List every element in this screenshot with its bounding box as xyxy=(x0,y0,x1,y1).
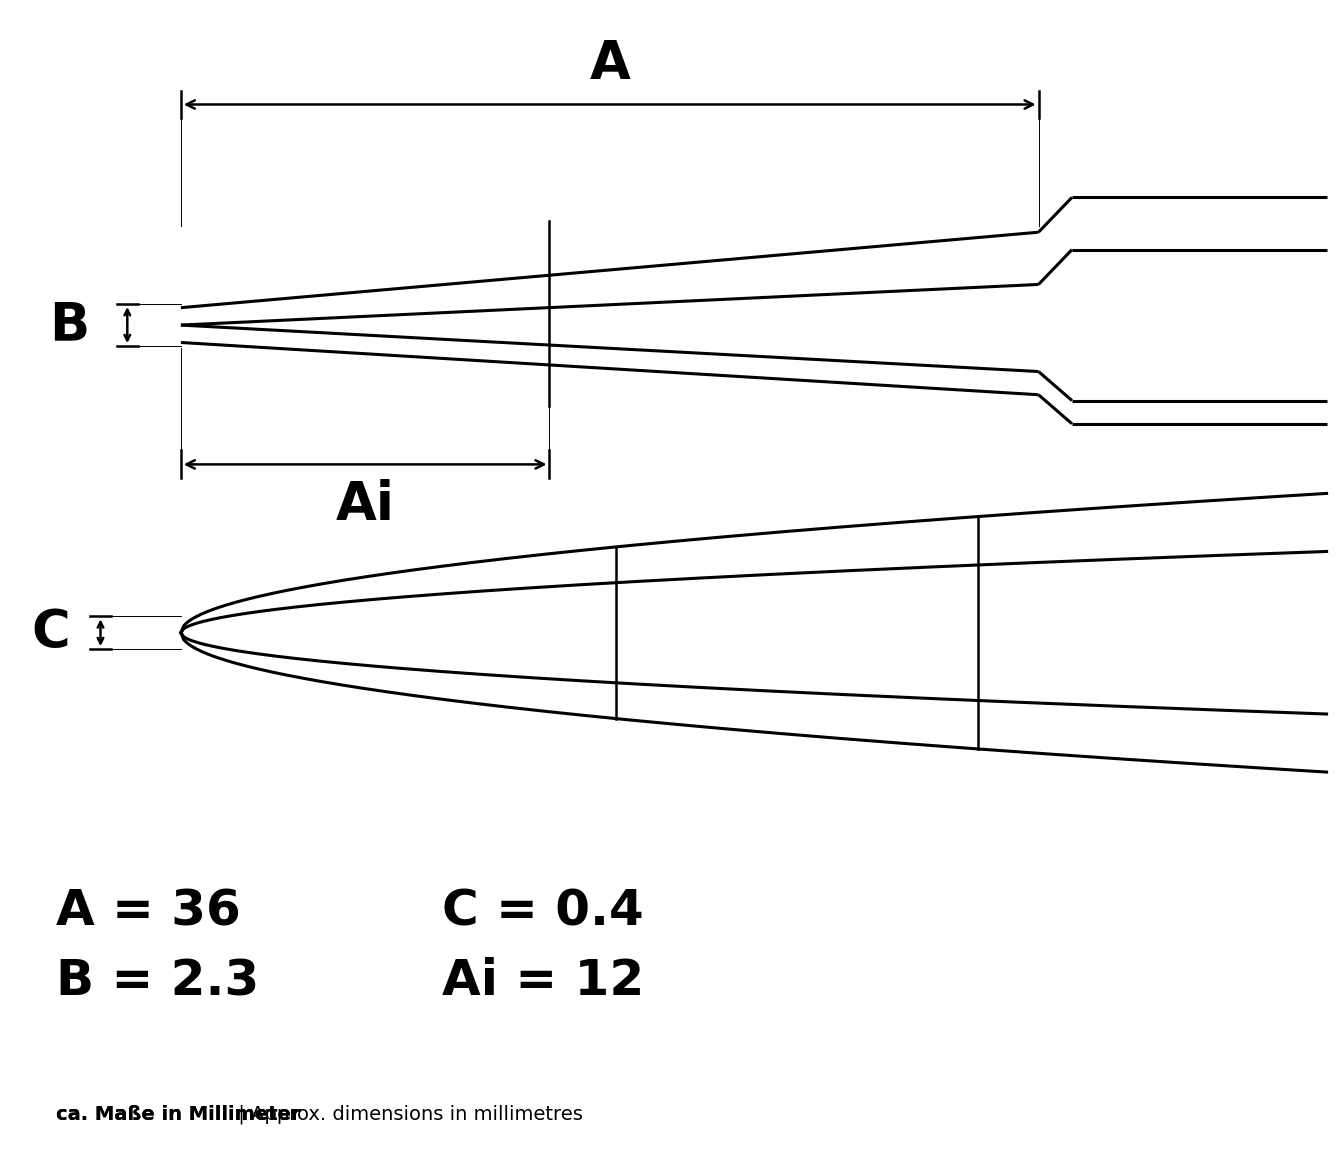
Text: A = 36: A = 36 xyxy=(56,887,241,936)
Text: | Approx. dimensions in millimetres: | Approx. dimensions in millimetres xyxy=(232,1105,583,1124)
Text: B = 2.3: B = 2.3 xyxy=(56,957,260,1005)
Text: Ai: Ai xyxy=(336,479,394,531)
Text: A: A xyxy=(590,38,630,89)
Text: ca. Maße in Millimeter | Approx. dimensions in millimetres: ca. Maße in Millimeter | Approx. dimensi… xyxy=(56,1105,623,1124)
Text: C = 0.4: C = 0.4 xyxy=(442,887,645,936)
Text: ca. Maße in Millimeter: ca. Maße in Millimeter xyxy=(56,1105,302,1124)
Text: Ai = 12: Ai = 12 xyxy=(442,957,645,1005)
Text: ca. Maße in Millimeter: ca. Maße in Millimeter xyxy=(56,1105,302,1124)
Text: B: B xyxy=(50,300,90,351)
Text: C: C xyxy=(32,607,70,658)
